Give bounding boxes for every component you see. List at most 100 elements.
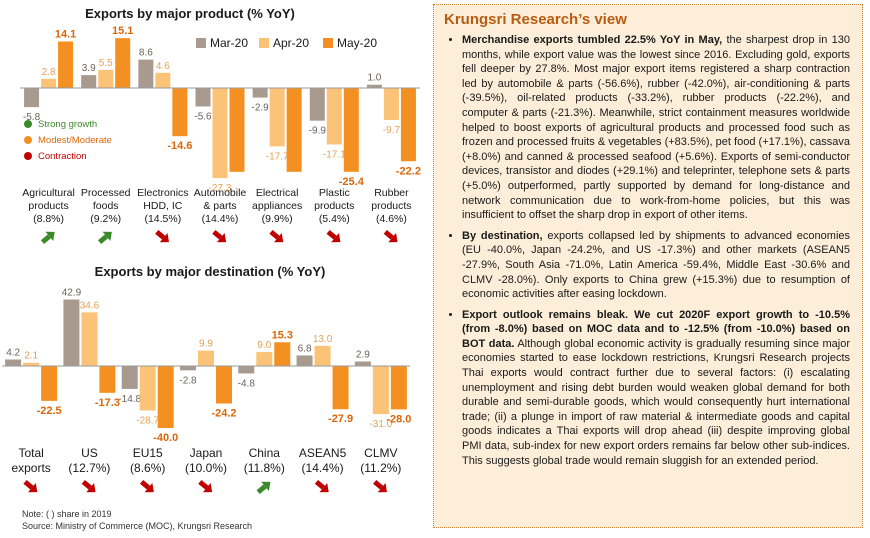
note-share: Note: ( ) share in 2019 xyxy=(22,509,112,519)
destination-bar-apr-2 xyxy=(81,312,98,366)
destination-trend-arrow-4-shaft xyxy=(198,479,209,490)
product-label-apr-5: -17.7 xyxy=(266,151,289,162)
product-category-5-line-1: Electrical xyxy=(256,187,299,199)
destination-trend-arrow-4 xyxy=(198,479,213,493)
destination-label-mar-5: -4.8 xyxy=(238,378,256,389)
product-bar-may-2 xyxy=(115,38,131,88)
product-bar-mar-6 xyxy=(309,88,325,121)
product-bar-mar-4 xyxy=(195,88,211,107)
product-category-6-line-2: products xyxy=(314,200,354,212)
destination-category-3-line-2: (8.6%) xyxy=(130,461,165,475)
destination-label-may-4: -24.2 xyxy=(211,408,236,420)
status-legend-down-label: Contraction xyxy=(38,151,87,162)
destination-trend-arrow-7-head xyxy=(377,483,387,493)
destination-label-mar-1: 4.2 xyxy=(6,347,20,358)
product-trend-arrow-5 xyxy=(269,229,284,243)
destination-trend-arrow-1 xyxy=(23,479,38,493)
destination-trend-arrow-5 xyxy=(256,481,271,495)
destination-label-mar-4: -2.8 xyxy=(179,375,197,386)
product-label-mar-6: -9.9 xyxy=(309,126,327,137)
destination-label-apr-7: -31.0 xyxy=(369,419,392,430)
destination-bar-mar-4 xyxy=(180,366,196,371)
panel-bullet-3-bold: Export outlook remains bleak. We cut 202… xyxy=(462,308,850,350)
destination-trend-arrow-6-head xyxy=(319,483,329,493)
product-trend-arrow-4-shaft xyxy=(212,229,223,240)
product-trend-arrow-7-shaft xyxy=(383,229,394,240)
panel-bullet-2: By destination, exports collapsed led by… xyxy=(462,229,850,302)
destination-bar-may-2 xyxy=(99,366,116,393)
product-label-mar-4: -5.6 xyxy=(194,111,212,122)
product-bar-mar-2 xyxy=(81,75,97,88)
destination-label-apr-3: -28.7 xyxy=(136,415,159,426)
product-label-mar-7: 1.0 xyxy=(367,73,381,84)
product-trend-arrow-3-head xyxy=(159,233,169,243)
product-trend-arrow-2-head xyxy=(102,231,112,241)
product-label-mar-5: -2.9 xyxy=(252,103,270,114)
destination-label-may-3: -40.0 xyxy=(153,432,178,444)
destination-category-6-line-2: (14.4%) xyxy=(302,461,344,475)
destination-bar-mar-6 xyxy=(296,355,313,366)
product-trend-arrow-4-head xyxy=(216,233,227,243)
destination-category-2-line-1: US xyxy=(81,446,98,460)
destination-trend-arrow-1-head xyxy=(28,483,38,493)
product-label-apr-6: -17.1 xyxy=(323,149,346,160)
legend-may-swatch xyxy=(323,38,333,48)
destination-category-2-line-2: (12.7%) xyxy=(68,461,110,475)
product-label-may-3: -14.6 xyxy=(167,140,192,152)
product-trend-arrow-6-head xyxy=(331,233,341,243)
destination-trend-arrow-3 xyxy=(139,479,154,493)
destination-label-mar-6: 6.8 xyxy=(298,343,312,354)
product-bar-may-5 xyxy=(286,88,302,172)
destination-category-4-line-1: Japan xyxy=(190,446,223,460)
product-bar-apr-1 xyxy=(41,78,57,88)
destination-bar-mar-3 xyxy=(121,366,138,389)
product-trend-arrow-7-head xyxy=(388,233,398,243)
destination-label-apr-6: 13.0 xyxy=(313,334,333,345)
product-trend-arrow-1-head xyxy=(45,231,55,241)
product-bar-may-3 xyxy=(172,88,188,137)
destination-label-apr-5: 9.0 xyxy=(257,340,271,351)
destination-trend-arrow-6-shaft xyxy=(314,479,325,490)
product-bar-apr-3 xyxy=(155,72,171,88)
product-label-apr-2: 5.5 xyxy=(99,58,113,69)
product-trend-arrow-5-head xyxy=(274,233,284,243)
product-category-3-line-2: HDD, IC xyxy=(143,200,183,212)
destination-trend-arrow-2-head xyxy=(86,483,96,493)
product-trend-arrow-2 xyxy=(97,231,112,245)
product-category-1-line-1: Agricultural xyxy=(22,187,75,199)
legend-may: May-20 xyxy=(323,36,377,50)
legend-apr-label: Apr-20 xyxy=(273,36,310,50)
destination-label-may-6: -27.9 xyxy=(328,413,353,425)
product-bar-apr-2 xyxy=(98,69,114,88)
product-trend-arrow-2-shaft xyxy=(97,234,109,245)
panel-bullet-2-text: exports collapsed led by shipments to ad… xyxy=(462,229,850,301)
panel-bullet-1-bold: Merchandise exports tumbled 22.5% YoY in… xyxy=(462,34,723,46)
destination-category-1-line-1: Total xyxy=(18,446,43,460)
status-legend-up-dot xyxy=(24,120,32,128)
destination-bar-mar-7 xyxy=(354,361,371,366)
product-label-apr-3: 4.6 xyxy=(156,61,170,72)
destination-trend-arrow-2 xyxy=(81,479,96,493)
destination-trend-arrow-3-shaft xyxy=(139,479,151,490)
destination-label-may-2: -17.3 xyxy=(95,397,120,409)
destination-trend-arrow-5-head xyxy=(261,481,271,491)
product-bar-mar-3 xyxy=(138,59,154,88)
legend-apr-swatch xyxy=(259,38,269,48)
destination-label-mar-3: -14.8 xyxy=(118,394,141,405)
destination-label-apr-2: 34.6 xyxy=(80,300,100,311)
product-category-6-line-3: (5.4%) xyxy=(319,213,350,225)
note-source: Source: Ministry of Commerce (MOC), Krun… xyxy=(22,521,253,531)
research-view-panel: Krungsri Research’s view Merchandise exp… xyxy=(433,4,863,528)
product-bar-apr-4 xyxy=(212,88,228,179)
panel-bullet-3-text: Although global economic activity is gra… xyxy=(462,337,850,467)
product-bar-may-6 xyxy=(343,88,359,172)
product-category-4-line-3: (14.4%) xyxy=(202,213,239,225)
product-label-apr-4: -27.3 xyxy=(209,183,232,194)
destination-bar-apr-1 xyxy=(23,362,40,366)
destination-trend-arrow-7-shaft xyxy=(373,479,384,490)
product-label-may-6: -25.4 xyxy=(339,176,365,188)
product-bar-apr-5 xyxy=(269,88,285,147)
product-label-apr-1: 2.8 xyxy=(42,67,56,78)
product-category-3-line-3: (14.5%) xyxy=(144,213,181,225)
destination-label-may-1: -22.5 xyxy=(37,405,62,417)
